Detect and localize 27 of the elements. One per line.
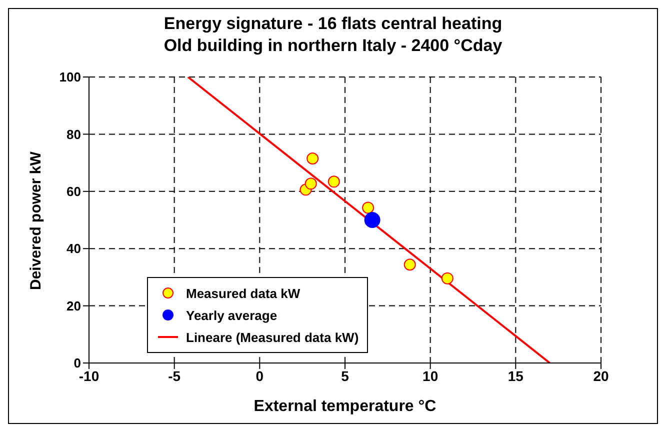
legend-label: Measured data kW bbox=[186, 286, 300, 300]
x-tick-label: 15 bbox=[508, 368, 524, 384]
x-axis-title: External temperature °C bbox=[254, 398, 437, 415]
point bbox=[306, 152, 319, 165]
x-tick-label: 10 bbox=[422, 368, 438, 384]
point bbox=[328, 176, 340, 188]
x-tick-label: 0 bbox=[256, 368, 264, 384]
point bbox=[364, 212, 380, 228]
y-axis-title: Deivered power kW bbox=[27, 150, 44, 290]
legend-label: Yearly average bbox=[186, 308, 278, 322]
point bbox=[304, 178, 317, 190]
x-tick-label: -10 bbox=[78, 368, 100, 384]
y-tick-label: 0 bbox=[74, 356, 81, 371]
y-tick-label: 20 bbox=[66, 298, 81, 314]
y-tick-label: 60 bbox=[66, 184, 81, 200]
chart-title: Energy signature - 16 flats central heating bbox=[162, 13, 504, 35]
point bbox=[362, 202, 374, 214]
legend-label: Lineare (Measured data kW) bbox=[186, 330, 359, 344]
y-tick-label: 100 bbox=[59, 70, 81, 85]
x-tick-label: 20 bbox=[593, 368, 609, 384]
point bbox=[441, 272, 454, 284]
y-tick-label: 40 bbox=[66, 241, 81, 256]
chart-subtitle: Old building in northern Italy - 2400 °Cday bbox=[162, 35, 504, 57]
point bbox=[404, 258, 416, 271]
y-tick-label: 80 bbox=[66, 126, 81, 142]
x-tick-label: -5 bbox=[168, 368, 181, 384]
x-tick-label: 5 bbox=[341, 368, 350, 384]
